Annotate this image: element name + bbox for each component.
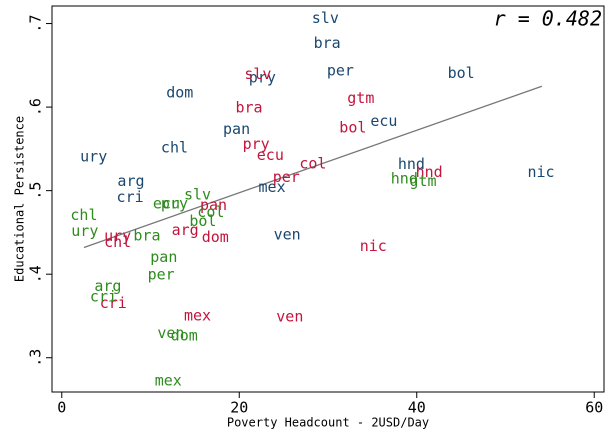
point-label: hnd	[416, 163, 443, 181]
point-label: dom	[202, 228, 229, 246]
y-tick-label: .7	[27, 15, 45, 33]
point-label: mex	[155, 372, 182, 390]
point-label: ven	[157, 324, 184, 342]
point-label: cri	[100, 294, 127, 312]
x-axis-title: Poverty Headcount - 2USD/Day	[227, 416, 429, 430]
point-label: dom	[166, 83, 193, 101]
point-label: pry	[249, 68, 276, 86]
point-label: bol	[189, 212, 216, 230]
point-label: slv	[312, 9, 339, 27]
point-label: nic	[360, 237, 387, 255]
x-tick-label: 40	[408, 399, 426, 417]
point-label: arg	[94, 277, 121, 295]
point-label: cri	[90, 287, 117, 305]
point-label: ury	[71, 222, 98, 240]
x-tick-label: 60	[585, 399, 603, 417]
point-label: chl	[70, 206, 97, 224]
point-label: dom	[171, 327, 198, 345]
x-tick-label: 0	[57, 399, 66, 417]
point-label: slv	[244, 65, 271, 83]
point-label: ury	[80, 148, 107, 166]
point-label: per	[273, 168, 300, 186]
point-label: pan	[200, 196, 227, 214]
point-label: pan	[223, 120, 250, 138]
point-label: mex	[184, 306, 211, 324]
fit-line	[83, 85, 543, 249]
point-label: bra	[133, 226, 160, 244]
point-label: ven	[274, 225, 301, 243]
point-label: pry	[161, 195, 188, 213]
y-tick-label: .5	[27, 182, 45, 200]
point-label: slv	[184, 185, 211, 203]
point-label: gtm	[409, 172, 436, 190]
x-tick-label: 20	[230, 399, 248, 417]
point-label: per	[327, 62, 354, 80]
point-label: pan	[150, 248, 177, 266]
point-label: arg	[172, 221, 199, 239]
point-label: ven	[276, 307, 303, 325]
point-label: col	[197, 203, 224, 221]
point-label: mex	[259, 178, 286, 196]
point-label: chl	[104, 233, 131, 251]
y-axis-title: Educational Persistence	[13, 116, 27, 282]
y-tick-label: .4	[27, 265, 45, 283]
point-label: bol	[339, 118, 366, 136]
point-label: bol	[448, 64, 475, 82]
annotation: r = 0.482	[494, 7, 602, 31]
point-label: ecu	[370, 112, 397, 130]
point-label: hnd	[398, 155, 425, 173]
plot-frame	[51, 5, 605, 393]
point-label: ury	[104, 227, 131, 245]
point-label: col	[299, 154, 326, 172]
point-label: chl	[161, 139, 188, 157]
y-tick-label: .3	[27, 349, 45, 367]
point-label: hnd	[391, 169, 418, 187]
point-label: ecu	[257, 146, 284, 164]
y-tick-label: .6	[27, 98, 45, 116]
point-label: pry	[243, 135, 270, 153]
point-label: ecu	[153, 195, 180, 213]
point-label: cri	[117, 188, 144, 206]
point-label: bra	[314, 34, 341, 52]
point-label: nic	[527, 163, 554, 181]
point-label: arg	[117, 172, 144, 190]
point-label: bra	[235, 98, 262, 116]
point-label: gtm	[347, 89, 374, 107]
point-label: per	[148, 266, 175, 284]
